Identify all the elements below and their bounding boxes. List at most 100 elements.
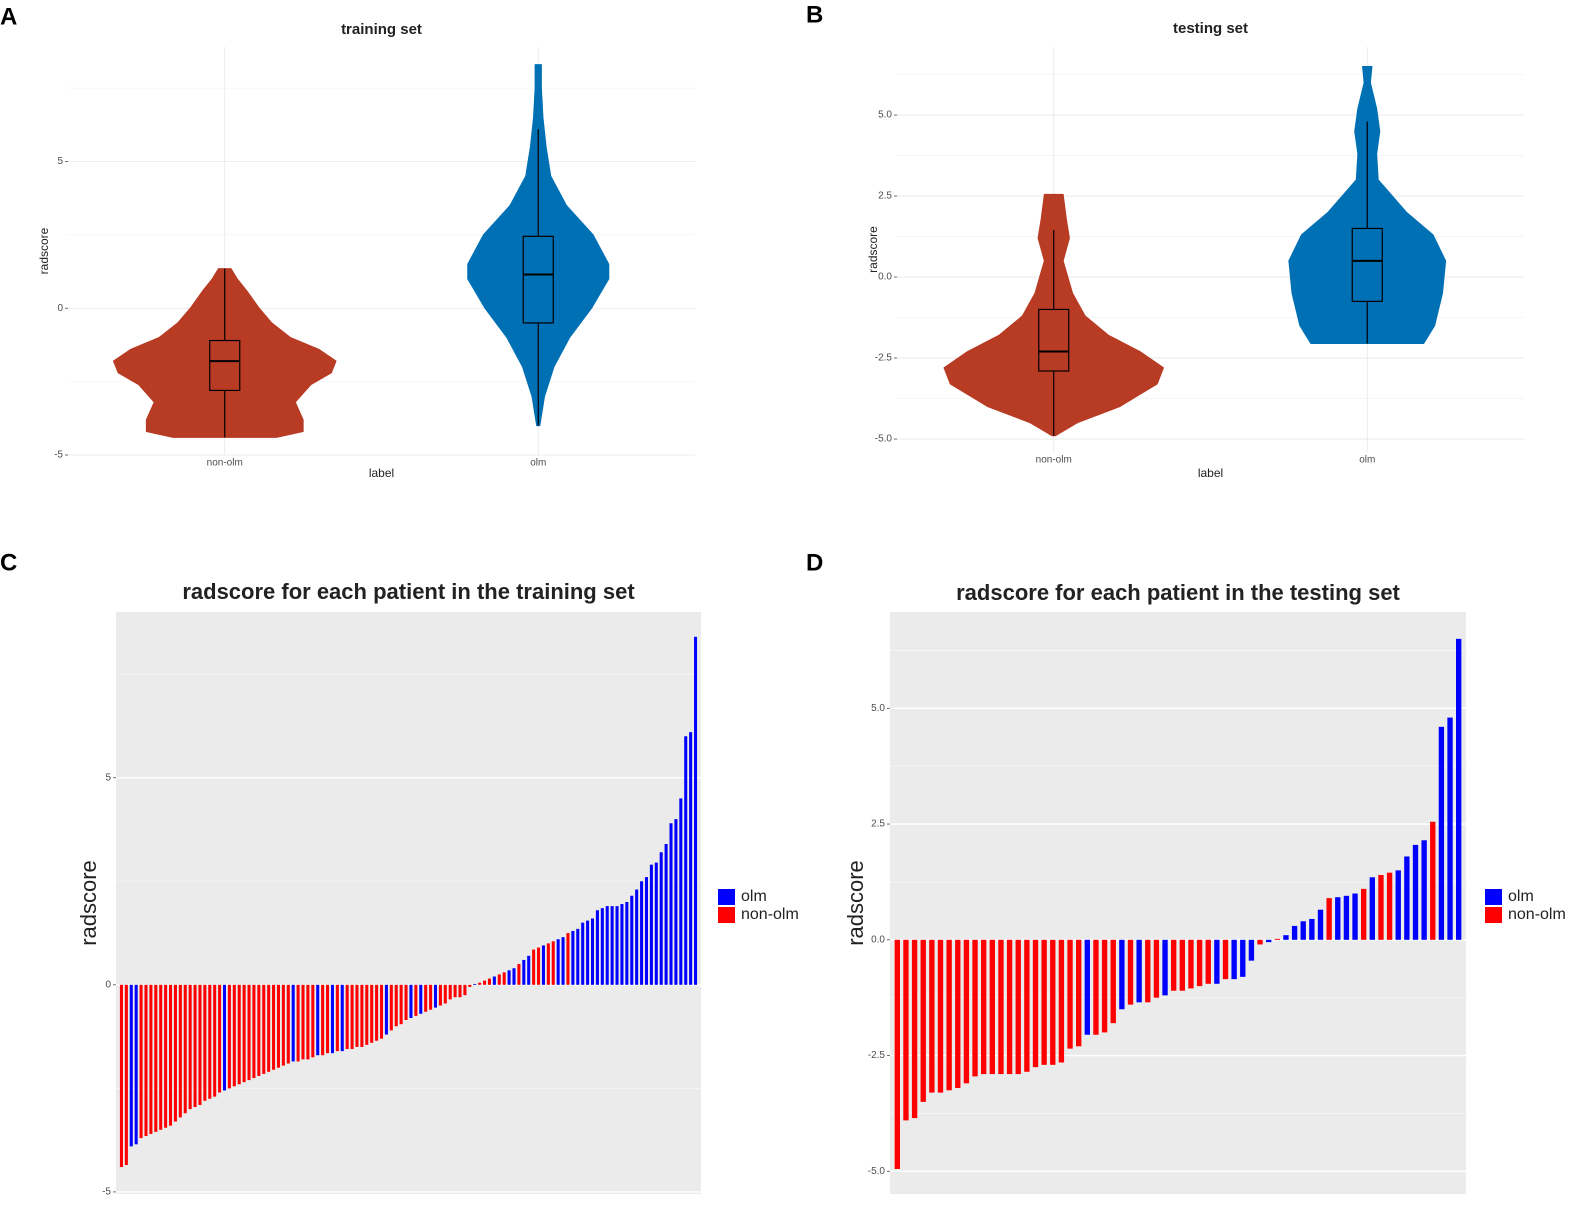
- x-tick-label: non-olm: [1036, 455, 1072, 466]
- bar: [1248, 939, 1255, 961]
- bar: [247, 984, 251, 1081]
- bar: [998, 939, 1004, 1075]
- bar: [306, 984, 310, 1060]
- bar: [1231, 939, 1237, 980]
- bar: [360, 984, 364, 1047]
- bar: [561, 937, 565, 985]
- bar: [1395, 870, 1401, 940]
- bar: [610, 906, 614, 985]
- bar: [213, 984, 217, 1097]
- panel-label: D: [806, 549, 823, 576]
- bar: [1145, 939, 1151, 1003]
- y-tick-label: -2.5: [868, 1050, 886, 1061]
- bar: [394, 984, 398, 1027]
- y-tick-label: 0: [105, 979, 111, 990]
- bar: [267, 984, 271, 1072]
- y-tick-label: -5: [102, 1187, 111, 1198]
- bar: [1041, 939, 1047, 1065]
- bar: [291, 984, 295, 1062]
- bar: [483, 980, 487, 985]
- bar: [227, 984, 231, 1089]
- bar: [903, 939, 909, 1121]
- bar: [1050, 939, 1056, 1065]
- bar: [963, 939, 970, 1084]
- bar: [144, 984, 148, 1137]
- bar: [537, 947, 541, 985]
- bar: [409, 984, 413, 1018]
- bar: [659, 852, 663, 985]
- bar: [649, 864, 653, 985]
- bar: [590, 918, 595, 985]
- y-tick-label: -2.5: [875, 353, 893, 364]
- legend-label: olm: [1508, 888, 1534, 905]
- legend-label: non-olm: [1508, 906, 1566, 923]
- bar: [556, 939, 560, 985]
- bar: [384, 984, 388, 1035]
- bar: [355, 984, 359, 1047]
- legend-swatch: [1485, 889, 1502, 905]
- bar: [463, 984, 467, 996]
- y-tick-label: 5.0: [878, 110, 892, 121]
- bar: [139, 984, 143, 1139]
- bar: [281, 984, 285, 1066]
- bar: [640, 881, 644, 985]
- bar: [1136, 939, 1142, 1003]
- bar: [1404, 856, 1410, 940]
- y-tick-label: 0: [57, 303, 63, 314]
- y-axis-label: radscore: [37, 227, 51, 274]
- bar: [625, 901, 629, 985]
- y-tick-label: -5: [54, 450, 63, 461]
- bar: [414, 984, 418, 1016]
- bar: [1361, 888, 1367, 940]
- y-axis-label: radscore: [866, 226, 880, 273]
- bar: [1335, 897, 1341, 940]
- bar: [1317, 909, 1324, 940]
- x-tick-label: non-olm: [207, 458, 243, 469]
- bar: [1438, 726, 1445, 940]
- bar: [429, 984, 433, 1010]
- bar: [1274, 938, 1280, 940]
- panel-label: C: [0, 549, 17, 576]
- x-tick-label: olm: [530, 458, 546, 469]
- bar: [635, 889, 639, 985]
- bar: [605, 906, 609, 985]
- bar: [350, 984, 354, 1050]
- bar: [242, 984, 246, 1083]
- bar: [615, 906, 619, 985]
- bar: [644, 877, 648, 985]
- x-tick-label: olm: [1359, 455, 1375, 466]
- bar: [571, 930, 575, 985]
- legend-swatch: [718, 907, 735, 923]
- bar: [1447, 717, 1453, 940]
- bar: [119, 984, 123, 1168]
- plot-background: [116, 612, 701, 1194]
- x-axis-label: label: [1198, 466, 1223, 480]
- bar: [664, 843, 668, 985]
- bar: [630, 895, 634, 985]
- bar: [946, 939, 952, 1091]
- bar: [1101, 939, 1108, 1033]
- bar: [468, 984, 472, 987]
- bar: [232, 984, 236, 1087]
- bar: [335, 984, 339, 1052]
- bar: [551, 941, 555, 985]
- y-tick-label: 5: [57, 156, 63, 167]
- bar: [173, 984, 177, 1122]
- y-tick-label: 0.0: [871, 934, 885, 945]
- bar: [694, 636, 698, 985]
- bar: [911, 939, 918, 1119]
- bar: [595, 910, 599, 985]
- bar: [169, 984, 173, 1126]
- bar: [522, 959, 526, 985]
- bar: [1421, 840, 1427, 940]
- bar: [1196, 939, 1203, 987]
- bar: [301, 984, 305, 1060]
- y-tick-label: 2.5: [871, 819, 885, 830]
- bar: [1369, 877, 1375, 940]
- bar: [159, 984, 163, 1130]
- bar: [1283, 935, 1289, 940]
- bar: [894, 939, 900, 1169]
- bar: [433, 984, 438, 1008]
- bar: [1205, 939, 1211, 984]
